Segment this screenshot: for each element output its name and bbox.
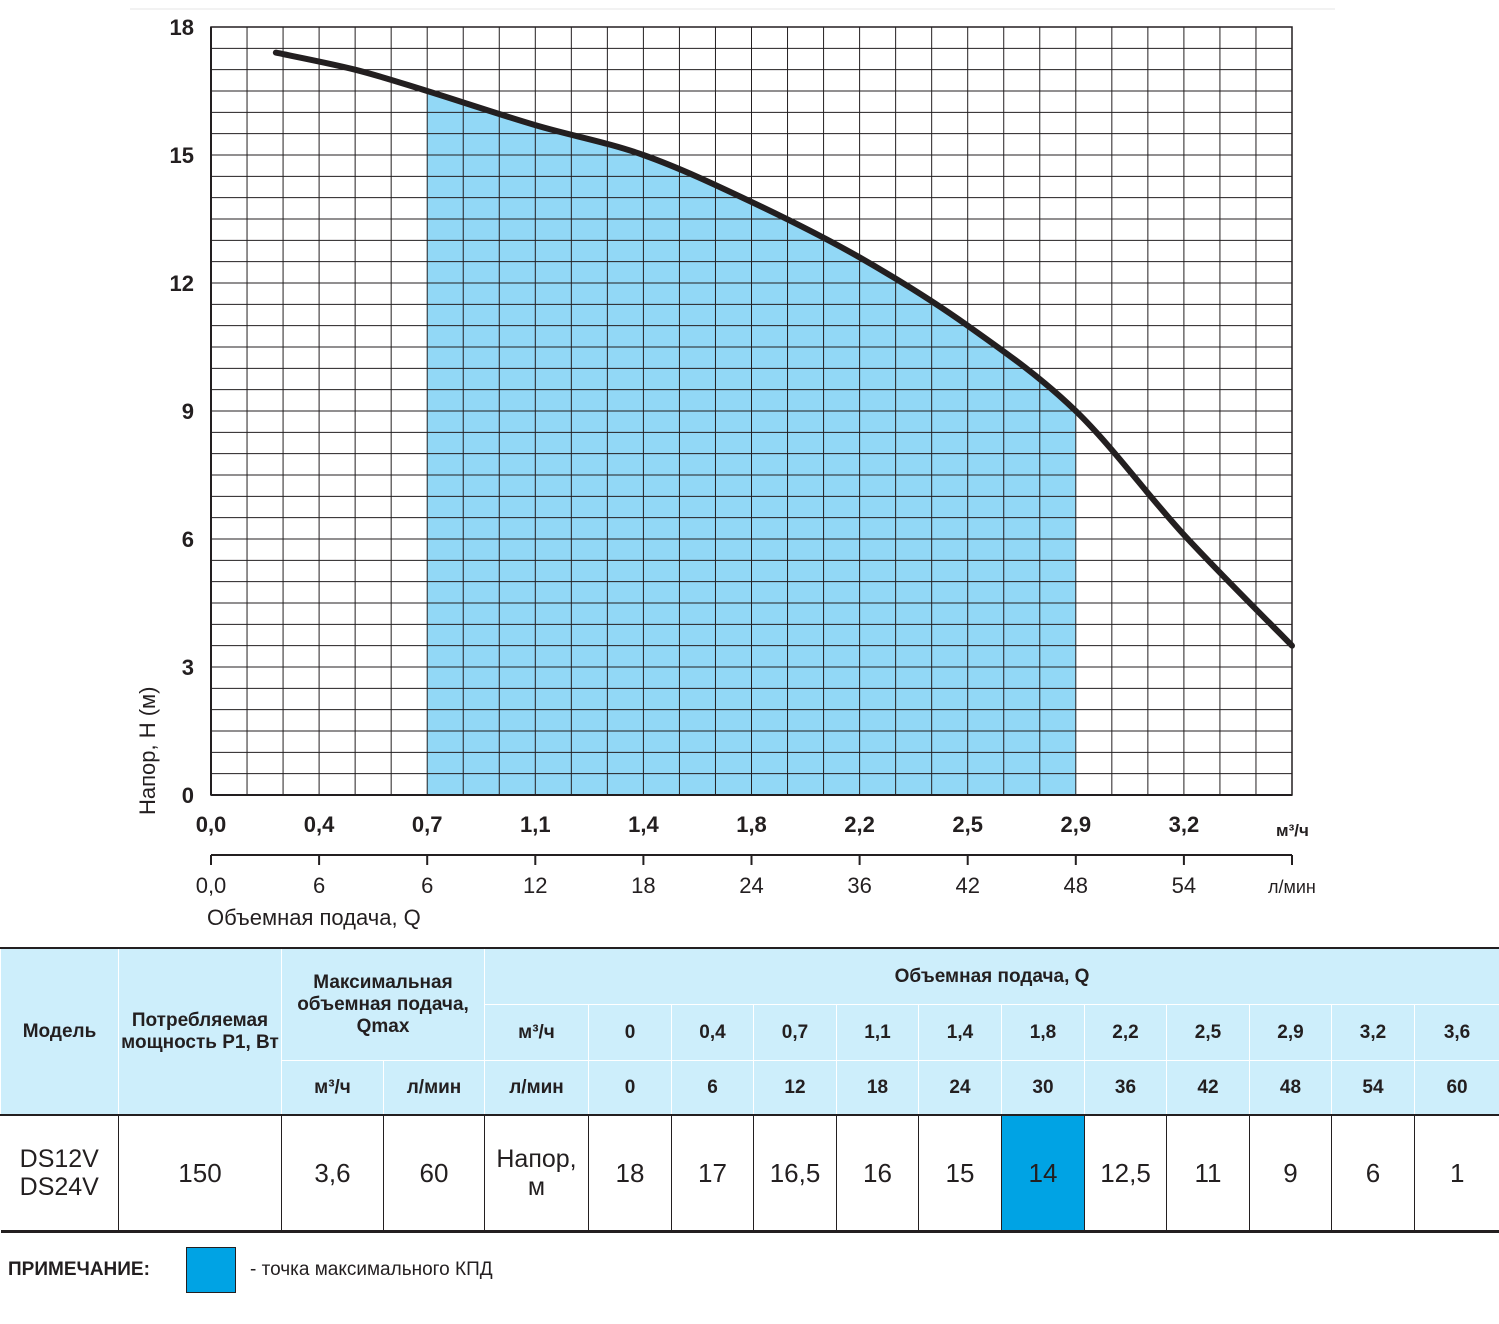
x-tick-label-lmin: 6 xyxy=(313,873,325,898)
flow-lmin-cell: 30 xyxy=(1001,1060,1085,1115)
flow-lmin-cell: 48 xyxy=(1249,1060,1332,1115)
note-label: ПРИМЕЧАНИЕ: xyxy=(8,1259,150,1280)
head-value-cell: 1 xyxy=(1413,1114,1499,1233)
flow-m3h-cell: 3,2 xyxy=(1331,1004,1415,1061)
x-tick-label-m3h: 0,0 xyxy=(196,812,227,837)
y-tick-label: 3 xyxy=(182,655,194,680)
power-cell: 150 xyxy=(118,1114,282,1233)
note: ПРИМЕЧАНИЕ: - точка максимального КПД xyxy=(8,1246,493,1294)
head-value-cell: 14 xyxy=(1001,1114,1085,1233)
flow-m3h-cell: 1,1 xyxy=(836,1004,919,1061)
x-tick-label-m3h: 1,8 xyxy=(736,812,767,837)
flow-lmin-cell: 36 xyxy=(1084,1060,1167,1115)
x-tick-label-m3h: 1,1 xyxy=(520,812,551,837)
x-tick-label-m3h: 0,4 xyxy=(304,812,335,837)
x-unit-m3h: м³/ч xyxy=(1276,821,1309,840)
head-value-cell: 15 xyxy=(918,1114,1002,1233)
x-tick-label-m3h: 2,9 xyxy=(1061,812,1092,837)
flow-m3h-cell: 0 xyxy=(588,1004,672,1061)
y-tick-label: 15 xyxy=(170,143,194,168)
flow-m3h-cell: 2,9 xyxy=(1249,1004,1332,1061)
y-tick-label: 0 xyxy=(182,783,194,808)
head-label-cell: Напор, м xyxy=(484,1114,589,1233)
x-tick-label-lmin: 42 xyxy=(955,873,979,898)
header-qmax-lmin: л/мин xyxy=(383,1060,485,1115)
x-tick-label-lmin: 24 xyxy=(739,873,763,898)
flow-lmin-cell: 60 xyxy=(1413,1060,1499,1115)
head-value-cell: 17 xyxy=(671,1114,754,1233)
flow-m3h-cell: 1,4 xyxy=(918,1004,1002,1061)
flow-m3h-cell: 2,5 xyxy=(1166,1004,1250,1061)
qmax-lmin-cell: 60 xyxy=(383,1114,485,1233)
x-tick-label-m3h: 1,4 xyxy=(628,812,659,837)
head-value-cell: 12,5 xyxy=(1084,1114,1167,1233)
note-text: - точка максимального КПД xyxy=(250,1259,493,1280)
y-tick-label: 6 xyxy=(182,527,194,552)
x-tick-label-m3h: 2,2 xyxy=(844,812,875,837)
head-value-cell: 9 xyxy=(1249,1114,1332,1233)
header-power: Потребляемая мощность Р1, Вт xyxy=(118,948,282,1115)
header-unit-m3h: м³/ч xyxy=(484,1004,589,1061)
flow-lmin-cell: 54 xyxy=(1331,1060,1415,1115)
flow-lmin-cell: 12 xyxy=(753,1060,837,1115)
head-value-cell: 16 xyxy=(836,1114,919,1233)
x-tick-label-lmin: 54 xyxy=(1172,873,1196,898)
y-tick-label: 9 xyxy=(182,399,194,424)
x-tick-label-m3h: 3,2 xyxy=(1169,812,1200,837)
x-tick-label-lmin: 48 xyxy=(1064,873,1088,898)
header-unit-lmin: л/мин xyxy=(484,1060,589,1115)
note-swatch xyxy=(186,1247,236,1293)
head-value-cell: 18 xyxy=(588,1114,672,1233)
x-tick-label-lmin: 18 xyxy=(631,873,655,898)
flow-lmin-cell: 24 xyxy=(918,1060,1002,1115)
qmax-m3h-cell: 3,6 xyxy=(281,1114,384,1233)
x-unit-lmin: л/мин xyxy=(1268,877,1316,897)
model-cell: DS12V DS24V xyxy=(0,1114,119,1233)
x-axis-title: Объемная подача, Q xyxy=(207,905,421,930)
head-value-cell: 6 xyxy=(1331,1114,1415,1233)
series-line-head xyxy=(272,49,1295,649)
spec-table: Модель Потребляемая мощность Р1, Вт Макс… xyxy=(0,947,1499,1233)
x-tick-label-lmin: 12 xyxy=(523,873,547,898)
model-line-1: DS12V xyxy=(19,1145,99,1173)
x-tick-label-lmin: 36 xyxy=(847,873,871,898)
header-qmax-m3h: м³/ч xyxy=(281,1060,384,1115)
x-tick-label-lmin: 0,0 xyxy=(196,873,227,898)
head-value-cell: 11 xyxy=(1166,1114,1250,1233)
flow-m3h-cell: 2,2 xyxy=(1084,1004,1167,1061)
y-axis-title: Напор, Н (м) xyxy=(135,686,160,815)
header-qmax: Максимальная объемная подача, Qmax xyxy=(281,948,485,1061)
grid xyxy=(210,26,1293,796)
x-tick-label-m3h: 0,7 xyxy=(412,812,443,837)
x-tick-label-lmin: 6 xyxy=(421,873,433,898)
y-tick-label: 12 xyxy=(170,271,194,296)
y-tick-label: 18 xyxy=(170,15,194,40)
flow-lmin-cell: 6 xyxy=(671,1060,754,1115)
flow-m3h-cell: 0,4 xyxy=(671,1004,754,1061)
flow-m3h-cell: 3,6 xyxy=(1413,1004,1499,1061)
flow-lmin-cell: 0 xyxy=(588,1060,672,1115)
table-row: DS12V DS24V 150 3,6 60 Напор, м 18 17 16,5… xyxy=(0,1114,1499,1233)
x-tick-label-m3h: 2,5 xyxy=(952,812,983,837)
header-model: Модель xyxy=(0,948,119,1115)
model-line-2: DS24V xyxy=(19,1173,99,1201)
flow-m3h-cell: 1,8 xyxy=(1001,1004,1085,1061)
header-flow: Объемная подача, Q xyxy=(483,948,1499,1005)
head-value-cell: 16,5 xyxy=(753,1114,837,1233)
flow-lmin-cell: 18 xyxy=(836,1060,919,1115)
plot-frame xyxy=(210,26,1293,796)
flow-m3h-cell: 0,7 xyxy=(753,1004,837,1061)
pump-performance-chart: 18 15 12 9 6 3 0 0,0 0,4 0,7 1,1 1,4 1,8 2,2 2,5 2,9 3,… xyxy=(130,8,1335,930)
flow-lmin-cell: 42 xyxy=(1166,1060,1250,1115)
